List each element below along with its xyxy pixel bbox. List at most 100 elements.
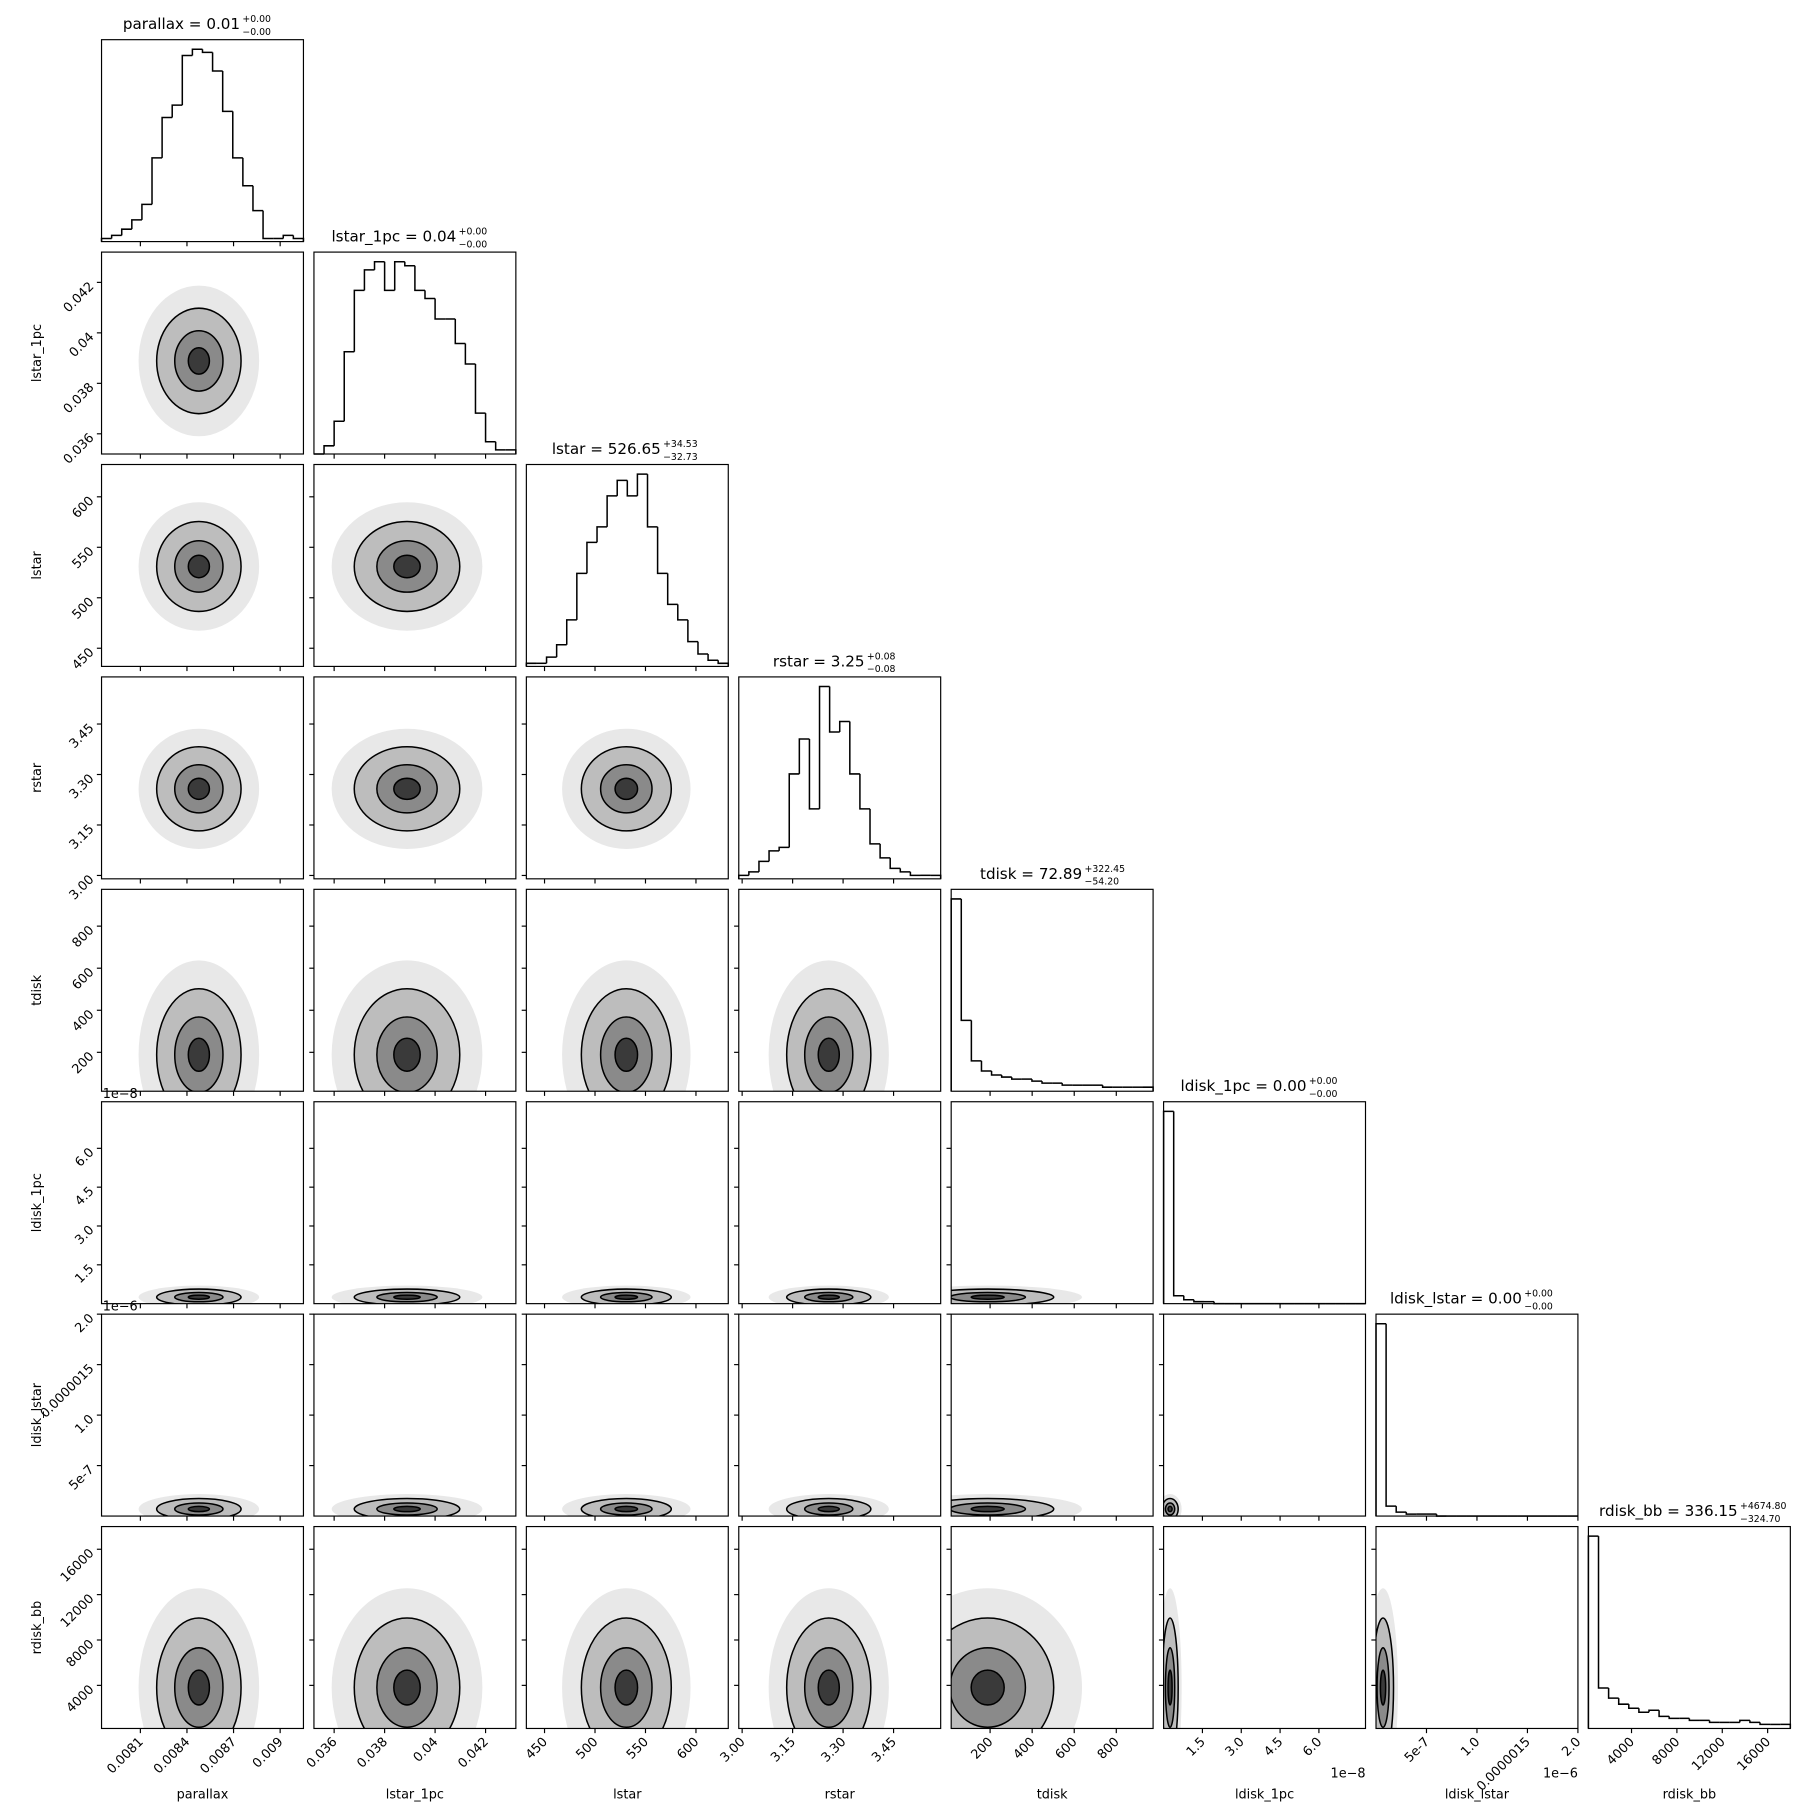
histogram-step [1162, 1110, 1174, 1304]
density-level [817, 1505, 841, 1513]
histogram-step [960, 898, 972, 1022]
histogram-step [1638, 1708, 1649, 1714]
x-tick-label: 12000 [1689, 1735, 1728, 1774]
title-lower-error: −0.00 [1309, 1089, 1338, 1100]
histogram-step [232, 111, 243, 159]
x-tick-label: 0.0081 [104, 1735, 146, 1777]
histogram-step [110, 234, 122, 239]
y-tick-label: 4.5 [72, 1184, 97, 1209]
panel-frame [313, 463, 517, 667]
x-tick-label: 0.042 [455, 1735, 492, 1772]
histogram-step [869, 808, 881, 845]
histogram-step [131, 219, 142, 230]
y-axis-label: lstar [30, 551, 45, 580]
histogram-step [818, 685, 830, 809]
density-contours [768, 1588, 889, 1729]
density-level [393, 554, 421, 579]
histogram-step [555, 643, 567, 658]
density-level [1167, 1505, 1173, 1513]
panel-title: ldisk_lstar = 0.00 [1390, 1290, 1522, 1309]
histogram-step [191, 48, 203, 56]
histogram-step [373, 260, 385, 270]
histogram-step [1405, 1512, 1417, 1515]
y-tick-label: 5e-7 [66, 1462, 97, 1493]
histogram-step [1607, 1687, 1619, 1699]
density-level [1379, 1669, 1387, 1706]
histogram-step [646, 474, 658, 528]
histogram-step [545, 656, 557, 664]
panel-frame [313, 1313, 517, 1517]
y-tick-label: 16000 [58, 1546, 97, 1585]
x-tick-label: 0.009 [250, 1735, 287, 1772]
x-tick-label: 0.038 [354, 1735, 391, 1772]
histogram-step [1708, 1720, 1720, 1724]
density-level [817, 1037, 841, 1073]
panel-title: tdisk = 72.89 [980, 865, 1082, 883]
histogram-step [323, 445, 335, 455]
panel-title: rstar = 3.25 [773, 652, 865, 670]
histogram-step [990, 1070, 1002, 1076]
histogram-step [1668, 1716, 1680, 1720]
density-level [1167, 1669, 1173, 1706]
panel-title: ldisk_1pc = 0.00 [1181, 1077, 1307, 1096]
x-tick-label: 800 [1095, 1735, 1123, 1763]
density-contours [562, 728, 691, 849]
y-tick-label: 0.038 [61, 380, 98, 417]
x-axis-label: parallax [177, 1787, 229, 1802]
density-contours [1376, 1588, 1399, 1729]
title-upper-error: +0.00 [1309, 1076, 1338, 1087]
histogram-step [1780, 1723, 1792, 1729]
density-level [187, 777, 211, 801]
title-upper-error: +0.08 [867, 651, 896, 662]
histogram-step [1031, 1079, 1043, 1082]
density-contours [951, 1494, 1082, 1517]
histogram-step [1375, 1323, 1387, 1517]
x-tick-label: 3.0 [1223, 1735, 1248, 1760]
density-level [187, 1505, 211, 1513]
y-tick-label: 0.0000015 [38, 1362, 98, 1422]
panel-frame [1375, 1525, 1579, 1730]
x-tick-label: 3.45 [869, 1735, 900, 1766]
panel-frame [100, 251, 305, 455]
histogram-step [838, 720, 850, 732]
density-contours [562, 1285, 691, 1304]
histogram-step [343, 350, 355, 422]
x-tick-label: 4.5 [1261, 1735, 1286, 1760]
y-axis-label: ldisk_lstar [30, 1382, 45, 1447]
y-tick-label: 200 [69, 1049, 97, 1077]
histogram-step [748, 871, 759, 876]
y-tick-label: 400 [69, 1007, 97, 1035]
panel-title: parallax = 0.01 [123, 15, 240, 33]
y-tick-label: 8000 [64, 1637, 98, 1671]
histogram-step [1648, 1709, 1660, 1713]
panel-frame [313, 1101, 517, 1305]
histogram-step [677, 604, 688, 621]
histogram-step [221, 71, 233, 113]
panel-frame [100, 463, 305, 667]
histogram-step [1658, 1710, 1670, 1718]
x-tick-label: 8000 [1650, 1735, 1684, 1769]
panel-frame [525, 1525, 729, 1730]
panel-frame [950, 1525, 1154, 1730]
panel-frame [100, 1525, 305, 1730]
x-axis-label: rdisk_bb [1663, 1787, 1717, 1802]
x-axis-label: ldisk_1pc [1235, 1787, 1294, 1802]
histogram-step [474, 363, 486, 414]
y-tick-label: 3.30 [67, 771, 98, 802]
histogram-step [414, 265, 425, 292]
panel-frame [525, 1101, 729, 1305]
density-level [614, 1037, 639, 1073]
x-tick-label: 400 [1011, 1735, 1039, 1763]
density-level [970, 1669, 1005, 1706]
histogram-step [768, 850, 780, 862]
histogram-step [494, 441, 506, 451]
histogram-step [778, 846, 790, 851]
x-tick-label: 450 [523, 1735, 551, 1763]
density-contours [331, 960, 483, 1092]
histogram-step [687, 619, 698, 643]
y-tick-label: 550 [69, 544, 97, 572]
x-tick-label: 16000 [1735, 1735, 1774, 1774]
y-tick-label: 600 [69, 494, 97, 522]
density-contours [951, 1588, 1082, 1729]
x-tick-label: 0.036 [304, 1735, 341, 1772]
